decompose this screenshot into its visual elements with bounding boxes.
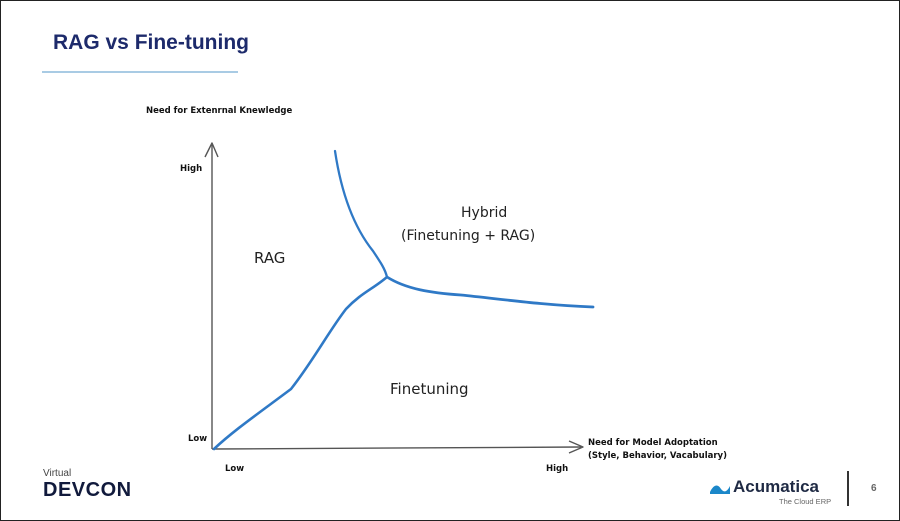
x-axis-line bbox=[211, 446, 582, 450]
devcon-virtual-label: Virtual bbox=[43, 468, 72, 479]
title-underline bbox=[42, 71, 238, 73]
y-axis-high-label: High bbox=[180, 164, 202, 174]
devcon-wordmark: DEVCON bbox=[43, 479, 132, 501]
region-label-hybrid-line2: (Finetuning + RAG) bbox=[401, 228, 535, 244]
x-axis-title-line1: Need for Model Adoptation bbox=[588, 438, 718, 448]
slide-title: RAG vs Fine-tuning bbox=[53, 31, 249, 54]
curve-rag-hybrid-boundary bbox=[333, 149, 389, 279]
x-axis-low-label: Low bbox=[225, 464, 244, 474]
acumatica-wordmark: Acumatica bbox=[733, 477, 819, 496]
devcon-logo: Virtual DEVCON bbox=[43, 468, 153, 508]
x-axis-title-line2: (Style, Behavior, Vacabulary) bbox=[588, 451, 727, 461]
page-number: 6 bbox=[871, 483, 877, 494]
region-label-hybrid-line1: Hybrid bbox=[461, 205, 507, 221]
region-label-finetuning: Finetuning bbox=[390, 380, 469, 398]
footer-divider bbox=[847, 471, 849, 506]
region-label-rag: RAG bbox=[254, 249, 285, 267]
y-axis-low-label: Low bbox=[188, 434, 207, 444]
y-axis-title: Need for Extenrnal Knewledge bbox=[146, 106, 292, 116]
x-axis-arrowhead bbox=[568, 440, 584, 454]
acumatica-logo: Acumatica The Cloud ERP bbox=[709, 477, 839, 509]
acumatica-wave-icon bbox=[710, 485, 730, 494]
y-axis-arrowhead bbox=[204, 142, 219, 158]
x-axis-high-label: High bbox=[546, 464, 568, 474]
acumatica-tagline: The Cloud ERP bbox=[779, 497, 832, 506]
curve-rag-finetuning-boundary bbox=[212, 275, 389, 451]
curve-hybrid-finetuning-boundary bbox=[385, 275, 595, 309]
